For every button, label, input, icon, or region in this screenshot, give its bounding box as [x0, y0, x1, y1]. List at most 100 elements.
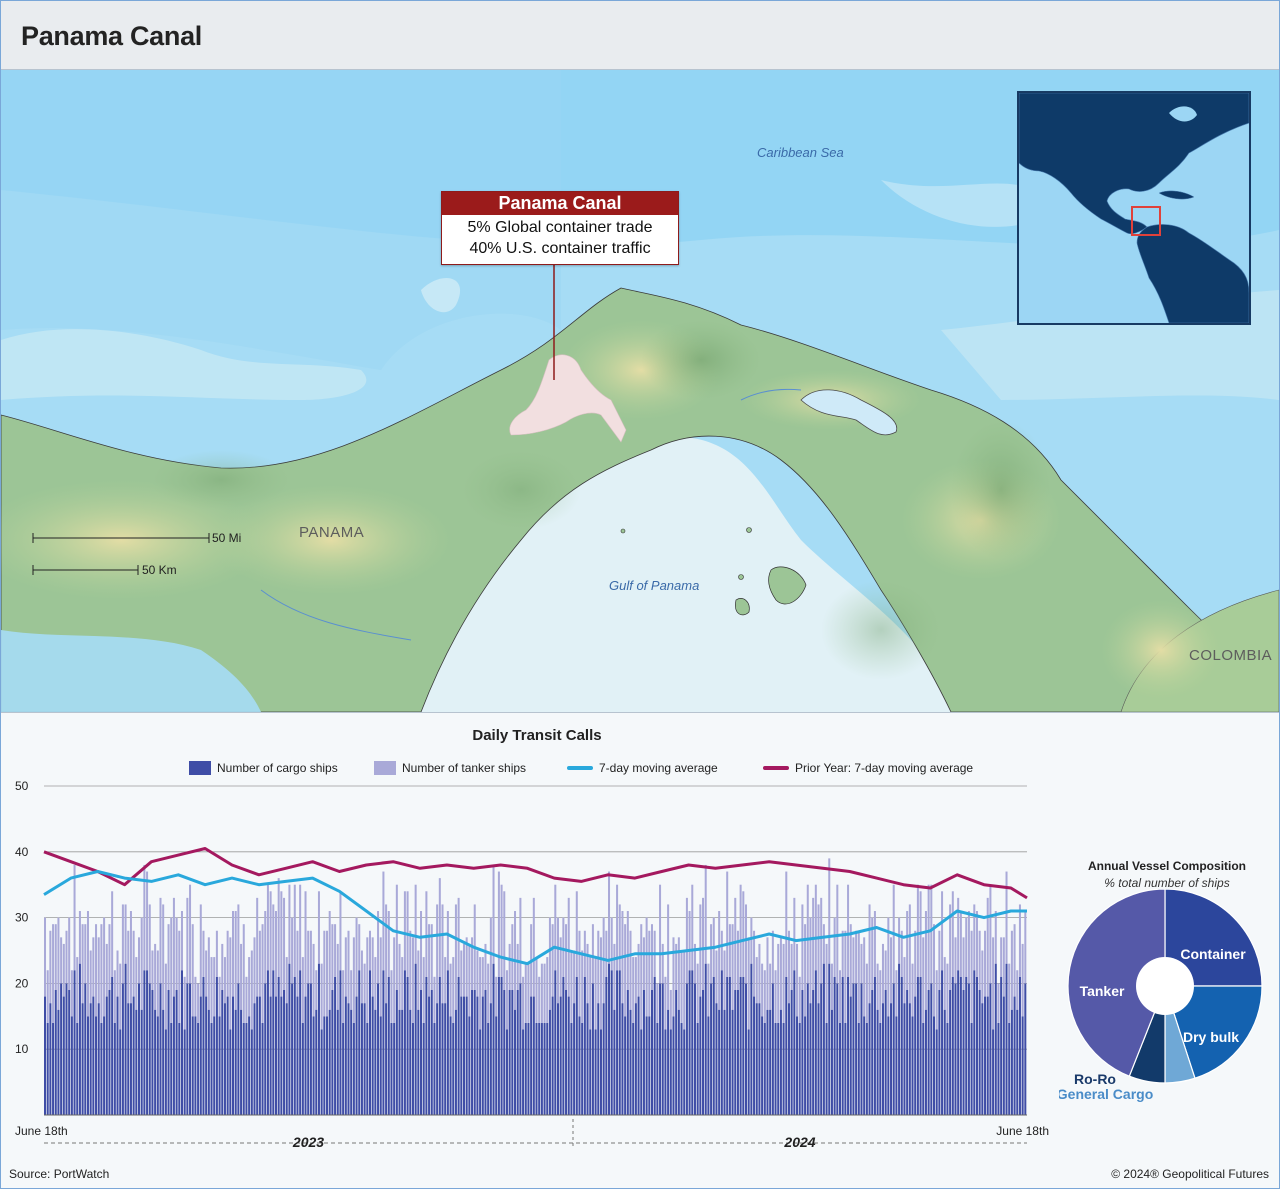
tanker-bar [138, 937, 141, 984]
cargo-bar [444, 1003, 447, 1115]
tanker-bar [234, 911, 237, 1010]
cargo-bar [387, 976, 390, 1115]
cargo-bar [460, 996, 463, 1115]
cargo-bar [530, 996, 533, 1115]
tanker-bar [613, 943, 616, 1010]
tanker-bar [229, 937, 232, 1030]
legend-cargo-label: Number of cargo ships [217, 761, 338, 775]
tanker-bar [70, 970, 73, 1017]
cargo-bar [667, 1009, 670, 1115]
tanker-bar [420, 911, 423, 990]
tanker-bar [390, 970, 393, 1023]
cargo-bar [382, 970, 385, 1115]
cargo-bar [164, 1029, 167, 1115]
cargo-bar [750, 963, 753, 1115]
source-note: Source: PortWatch [9, 1167, 110, 1181]
cargo-bar [556, 1003, 560, 1115]
cargo-bar [425, 976, 428, 1115]
tanker-bar [994, 911, 997, 964]
cargo-bar [986, 996, 989, 1115]
tanker-bar [167, 924, 170, 990]
cargo-bar [581, 1022, 584, 1115]
cargo-bar [699, 996, 702, 1115]
tanker-bar [256, 897, 259, 997]
cargo-bar [210, 1022, 213, 1115]
prior-swatch [763, 766, 789, 770]
cargo-bar [132, 996, 135, 1115]
cargo-bar [849, 996, 852, 1115]
tanker-bar [581, 950, 584, 1023]
cargo-bar [49, 1003, 52, 1115]
cargo-bar [640, 1029, 643, 1115]
cargo-bar [60, 983, 63, 1115]
cargo-bar [624, 1016, 627, 1115]
tanker-bar [989, 884, 992, 984]
cargo-bar [881, 1003, 884, 1115]
cargo-bar [148, 983, 151, 1115]
cargo-bar [1010, 1009, 1013, 1115]
cargo-bar [304, 996, 307, 1115]
tanker-bar [422, 957, 425, 1023]
tanker-bar [146, 871, 149, 971]
cargo-bar [941, 970, 944, 1115]
tanker-bar [197, 983, 200, 1023]
cargo-bar [89, 1003, 92, 1115]
cargo-bar [403, 970, 406, 1115]
cargo-bar [492, 963, 495, 1115]
cargo-bar [430, 989, 433, 1115]
cargo-bar [911, 1016, 914, 1115]
cargo-bar [538, 1022, 541, 1115]
tanker-bar [334, 924, 337, 977]
tanker-bar [565, 924, 568, 990]
cargo-bar [932, 1016, 936, 1115]
scale-miles-label: 50 Mi [212, 531, 242, 545]
cargo-bar [774, 1022, 777, 1115]
cargo-bar [594, 1029, 597, 1115]
cargo-bar [436, 1003, 439, 1115]
tanker-bar [975, 911, 978, 977]
cargo-bar [922, 1022, 925, 1115]
cargo-bar [857, 1022, 860, 1115]
cargo-bar [390, 1022, 393, 1115]
cargo-bar [446, 970, 449, 1115]
cargo-bar [613, 1009, 616, 1115]
tanker-bar [484, 943, 487, 990]
tanker-bar [1000, 937, 1003, 977]
cargo-bar [718, 1009, 721, 1115]
tanker-bar [634, 957, 637, 1004]
cargo-bar [865, 1022, 868, 1115]
cargo-bar [291, 983, 294, 1115]
tanker-bar [116, 950, 119, 997]
cargo-bar [903, 1003, 906, 1115]
tanker-bar [274, 911, 277, 997]
tanker-bar [124, 904, 127, 964]
tanker-bar [642, 937, 645, 990]
tanker-bar [129, 911, 132, 1004]
cargo-bar [962, 989, 965, 1115]
tanker-bar [656, 983, 659, 1023]
tanker-bar [454, 904, 457, 1010]
tanker-bar [548, 917, 551, 1010]
cargo-bar [379, 1016, 382, 1115]
tanker-bar [659, 884, 662, 984]
cargo-bar [360, 1003, 363, 1115]
cargo-bar [812, 989, 815, 1115]
y-tick-label: 40 [15, 845, 29, 859]
tanker-bar [820, 897, 823, 984]
cargo-bar [736, 989, 739, 1115]
cargo-bar [44, 996, 47, 1115]
tanker-bar [140, 917, 143, 1010]
cargo-bar [758, 1003, 761, 1115]
tanker-bar [817, 904, 820, 1004]
tanker-bar [1002, 937, 1005, 997]
map-panel: Caribbean Sea Gulf of Panama PANAMA COLO… [1, 70, 1279, 712]
cargo-bar [522, 1029, 525, 1115]
cargo-bar [828, 963, 831, 1115]
cargo-bar [344, 996, 347, 1115]
tanker-bar [863, 937, 866, 1017]
cargo-bar [946, 1022, 949, 1115]
cargo-bar [487, 1022, 490, 1115]
cargo-bar [677, 1009, 680, 1115]
cargo-bar [299, 970, 302, 1115]
tanker-bar [895, 970, 898, 1017]
